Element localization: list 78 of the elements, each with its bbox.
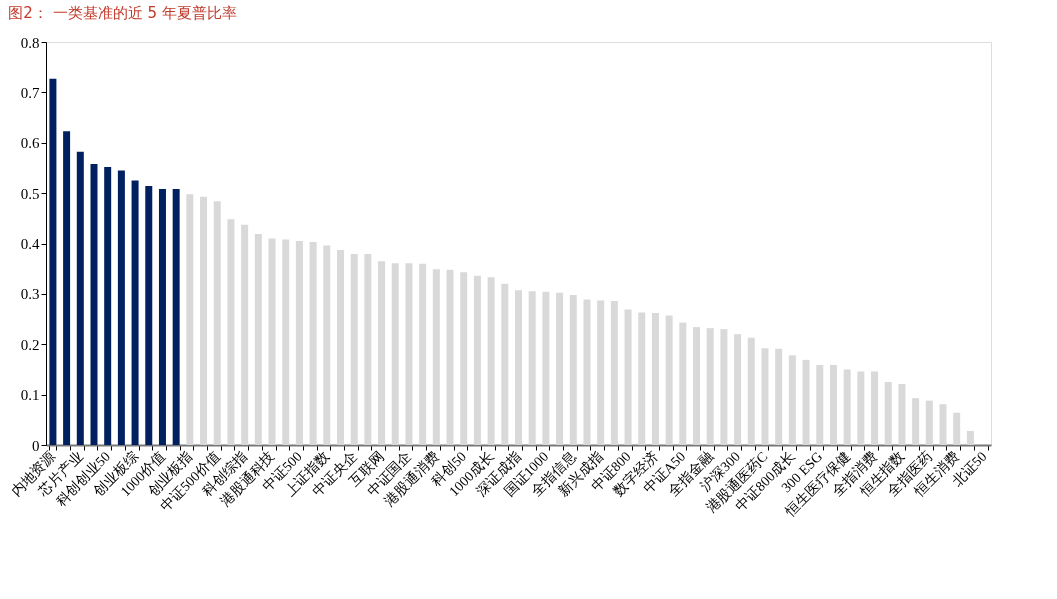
bar bbox=[117, 170, 125, 445]
bar bbox=[761, 348, 769, 445]
bar bbox=[501, 283, 509, 445]
bar bbox=[282, 239, 290, 445]
y-tick-label: 0.1 bbox=[20, 387, 40, 404]
bar bbox=[63, 131, 71, 445]
bar bbox=[172, 189, 180, 445]
bar bbox=[734, 334, 742, 445]
bar bbox=[213, 201, 221, 445]
bar bbox=[542, 291, 550, 445]
bar bbox=[309, 241, 317, 445]
bar bbox=[788, 355, 796, 445]
y-tick-label: 0.2 bbox=[20, 336, 40, 353]
bar bbox=[131, 180, 139, 445]
bar bbox=[898, 384, 906, 445]
bar bbox=[268, 238, 276, 445]
bar bbox=[487, 277, 495, 445]
bar bbox=[720, 329, 728, 445]
bar bbox=[816, 364, 824, 445]
bar bbox=[200, 196, 208, 445]
bar bbox=[378, 261, 386, 445]
bar bbox=[90, 163, 98, 445]
bar bbox=[419, 263, 427, 445]
y-tick-label: 0.7 bbox=[20, 84, 40, 101]
bar bbox=[583, 299, 591, 445]
bar bbox=[350, 254, 358, 445]
bar bbox=[145, 186, 153, 445]
bar bbox=[884, 382, 892, 445]
bar bbox=[515, 290, 522, 445]
bar bbox=[446, 269, 454, 445]
bar bbox=[829, 364, 837, 445]
bar bbox=[323, 245, 331, 445]
bar bbox=[556, 292, 564, 445]
bar bbox=[871, 371, 879, 445]
bar bbox=[857, 371, 865, 445]
bar bbox=[473, 275, 481, 445]
bar bbox=[391, 263, 399, 445]
bar bbox=[651, 313, 659, 445]
bar bbox=[693, 327, 701, 445]
bar bbox=[186, 194, 194, 445]
bar bbox=[802, 359, 810, 445]
bar bbox=[364, 254, 372, 445]
bar bbox=[405, 263, 413, 445]
bar bbox=[912, 398, 920, 445]
y-tick-label: 0.5 bbox=[20, 185, 40, 202]
bar bbox=[241, 224, 249, 445]
bar bbox=[460, 272, 468, 445]
bar bbox=[76, 151, 84, 445]
y-tick-label: 0.4 bbox=[20, 236, 40, 252]
y-tick-label: 0.6 bbox=[20, 135, 40, 152]
bar bbox=[569, 294, 577, 445]
bar bbox=[49, 78, 57, 445]
y-tick-label: 0.8 bbox=[20, 34, 40, 51]
bar bbox=[966, 430, 974, 445]
bar bbox=[624, 309, 632, 445]
bar bbox=[432, 269, 440, 445]
bar bbox=[925, 400, 933, 445]
bar bbox=[939, 404, 947, 445]
bar bbox=[953, 412, 961, 445]
chart-title: 图2： 一类基准的近 5 年夏普比率 bbox=[8, 4, 237, 22]
bar bbox=[747, 337, 755, 445]
bar bbox=[706, 328, 714, 445]
bar bbox=[665, 315, 673, 445]
bar bbox=[158, 189, 166, 445]
bar bbox=[254, 233, 262, 445]
bar bbox=[638, 312, 646, 445]
bar bbox=[679, 322, 687, 445]
bar bbox=[597, 300, 605, 445]
bar bbox=[610, 300, 618, 445]
bar bbox=[843, 369, 851, 445]
bar bbox=[227, 219, 235, 445]
y-tick-label: 0 bbox=[32, 437, 40, 454]
bar bbox=[295, 240, 303, 445]
y-tick-label: 0.3 bbox=[20, 286, 40, 303]
bar bbox=[336, 250, 344, 445]
bar bbox=[104, 166, 112, 445]
bar bbox=[528, 291, 536, 445]
bar bbox=[775, 348, 783, 445]
